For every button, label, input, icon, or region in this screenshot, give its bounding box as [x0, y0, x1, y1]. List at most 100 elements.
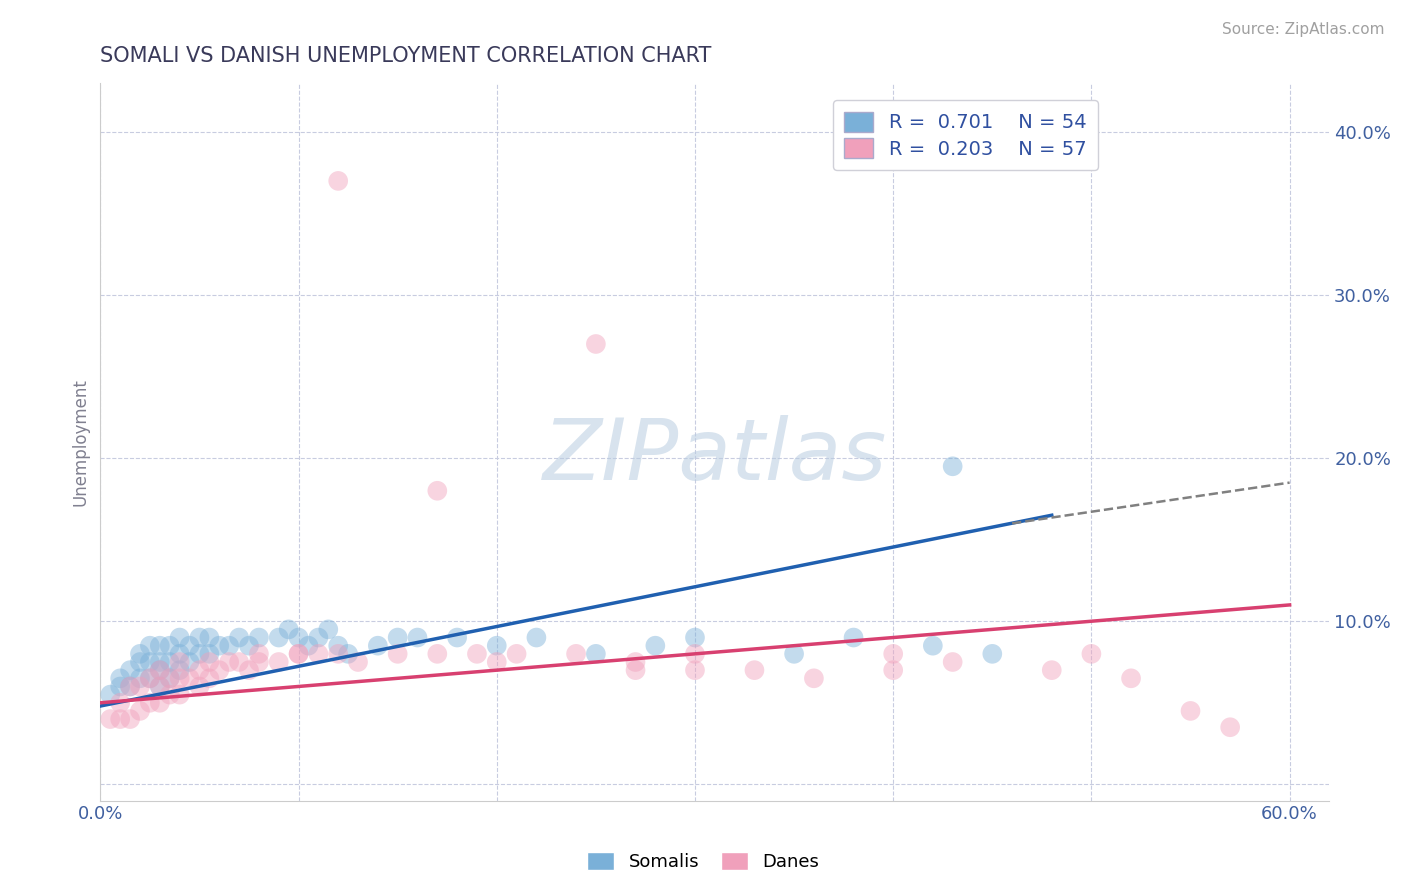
Point [942, 655, 965, 669]
Point [208, 663, 231, 677]
Point [149, 680, 172, 694]
Point [1180, 704, 1202, 718]
Point [179, 639, 201, 653]
Point [942, 459, 965, 474]
Point [159, 639, 181, 653]
Point [169, 647, 191, 661]
Point [179, 655, 201, 669]
Point [1119, 671, 1142, 685]
Point [1219, 720, 1241, 734]
Point [149, 696, 172, 710]
Point [1080, 647, 1102, 661]
Point [188, 663, 211, 677]
Point [228, 655, 250, 669]
Point [139, 696, 162, 710]
Point [287, 647, 309, 661]
Point [159, 671, 181, 685]
Point [485, 639, 508, 653]
Point [108, 671, 131, 685]
Point [803, 671, 825, 685]
Point [683, 647, 706, 661]
Point [465, 647, 488, 661]
Point [169, 671, 191, 685]
Point [247, 655, 270, 669]
Point [882, 663, 904, 677]
Point [120, 680, 142, 694]
Point [328, 174, 350, 188]
Point [208, 639, 231, 653]
Point [644, 639, 666, 653]
Point [228, 631, 250, 645]
Text: Source: ZipAtlas.com: Source: ZipAtlas.com [1222, 22, 1385, 37]
Point [426, 483, 449, 498]
Text: ZIPatlas: ZIPatlas [543, 415, 887, 498]
Point [108, 712, 131, 726]
Point [783, 647, 806, 661]
Point [921, 639, 943, 653]
Point [169, 688, 191, 702]
Point [218, 639, 240, 653]
Point [108, 696, 131, 710]
Point [882, 647, 904, 661]
Point [198, 631, 221, 645]
Point [139, 639, 162, 653]
Point [328, 639, 350, 653]
Point [624, 655, 647, 669]
Point [169, 663, 191, 677]
Point [1040, 663, 1063, 677]
Point [149, 663, 172, 677]
Point [169, 655, 191, 669]
Point [981, 647, 1004, 661]
Point [267, 631, 290, 645]
Point [120, 712, 142, 726]
Point [108, 680, 131, 694]
Point [565, 647, 588, 661]
Point [406, 631, 429, 645]
Point [120, 663, 142, 677]
Point [139, 671, 162, 685]
Point [238, 663, 260, 677]
Point [624, 663, 647, 677]
Point [179, 671, 201, 685]
Point [287, 647, 309, 661]
Point [188, 631, 211, 645]
Point [238, 639, 260, 653]
Point [188, 680, 211, 694]
Point [198, 647, 221, 661]
Point [337, 647, 360, 661]
Point [307, 631, 329, 645]
Legend: R =  0.701    N = 54, R =  0.203    N = 57: R = 0.701 N = 54, R = 0.203 N = 57 [832, 100, 1098, 170]
Point [307, 647, 329, 661]
Point [744, 663, 766, 677]
Point [328, 647, 350, 661]
Point [149, 663, 172, 677]
Point [842, 631, 865, 645]
Point [485, 655, 508, 669]
Point [129, 647, 152, 661]
Point [149, 680, 172, 694]
Point [367, 639, 389, 653]
Y-axis label: Unemployment: Unemployment [72, 378, 89, 506]
Point [585, 647, 607, 661]
Point [98, 688, 121, 702]
Point [585, 337, 607, 351]
Point [188, 647, 211, 661]
Point [129, 671, 152, 685]
Point [149, 655, 172, 669]
Point [505, 647, 527, 661]
Legend: Somalis, Danes: Somalis, Danes [579, 845, 827, 879]
Point [120, 680, 142, 694]
Point [159, 671, 181, 685]
Point [159, 655, 181, 669]
Point [139, 671, 162, 685]
Point [297, 639, 319, 653]
Point [247, 647, 270, 661]
Point [218, 655, 240, 669]
Point [129, 680, 152, 694]
Point [426, 647, 449, 661]
Point [139, 655, 162, 669]
Point [247, 631, 270, 645]
Point [169, 631, 191, 645]
Point [683, 663, 706, 677]
Point [129, 655, 152, 669]
